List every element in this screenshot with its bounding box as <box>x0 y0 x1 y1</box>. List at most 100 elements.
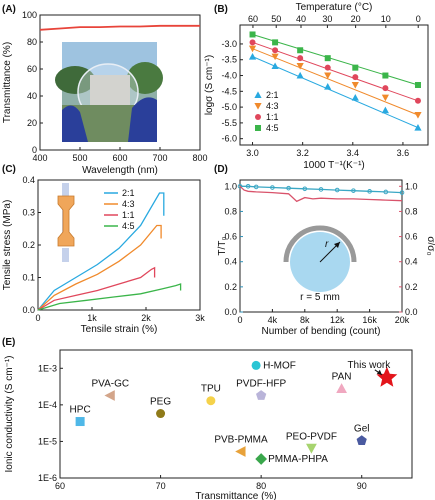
legend-marker <box>255 114 261 120</box>
series-1:1: 1:1 <box>249 39 421 122</box>
panel-b: (B) Temperature (°C) 60 50 40 30 20 10 0 3.0 3.2 3.… <box>204 2 429 171</box>
x-tick-label: 0 <box>35 313 40 323</box>
point-label: PVDF-HFP <box>236 379 286 390</box>
panel-letter-c: (C) <box>2 164 16 175</box>
x-axis-label: Transmittance (%) <box>195 491 276 500</box>
y-tick-label: 0.4 <box>22 175 35 185</box>
data-point <box>414 112 422 119</box>
point-peg: PEG <box>150 397 171 419</box>
inset-photo <box>55 42 163 142</box>
x-axis-label: Wavelength (nm) <box>82 165 158 176</box>
point-hpc: HPC <box>70 405 91 427</box>
data-point <box>156 409 166 419</box>
top-tick-label: 30 <box>322 14 332 24</box>
y-tick-label: 0.0 <box>224 307 237 317</box>
legend-label: 4:5 <box>266 123 279 133</box>
y-axis-label: T/T₀ <box>217 236 228 255</box>
panel-a: (A) 400 500 600 700 800 0 20 40 60 80 100 Wavelength… <box>2 4 208 176</box>
legend-label: 2:1 <box>122 188 135 198</box>
data-point <box>245 183 251 189</box>
top-tick-label: 0 <box>416 14 421 24</box>
top-tick-label: 50 <box>271 14 281 24</box>
curve-4:5 <box>37 283 182 311</box>
panel-e: (E) 60 70 80 90 1E-6 1E-5 1E-4 1E-3 Transmittance… <box>2 337 413 500</box>
y2-tick-label: 0.8 <box>405 206 418 216</box>
point-label: TPU <box>201 384 221 395</box>
x-tick-label: 3.4 <box>347 148 360 158</box>
data-point <box>302 186 308 192</box>
point-gel: Gel <box>354 424 369 445</box>
series-2:1: 2:1 <box>248 52 422 131</box>
point-peo-pvdf: PEO-PVDF <box>286 431 337 454</box>
y-tick-label: 0.3 <box>22 208 35 218</box>
panel-d: (D)0 4k 8k 12k 16k 20k0.00.20.40.60.81.00.00.… <box>214 164 435 337</box>
y-tick-label: 40 <box>27 91 37 101</box>
data-point <box>324 55 331 62</box>
arrow-head <box>376 369 382 375</box>
data-point <box>414 82 421 88</box>
legend-label: 4:5 <box>122 221 135 231</box>
radius-annotation: r = 5 mm <box>300 292 340 303</box>
data-point <box>382 85 389 92</box>
x-tick-label: 90 <box>357 481 367 491</box>
x-tick-label: 70 <box>156 481 166 491</box>
point-tpu: TPU <box>201 384 221 406</box>
y-tick-label: -3.0 <box>221 39 237 49</box>
curve-sigma/sigma0 <box>239 185 403 203</box>
data-point <box>306 443 317 454</box>
data-point <box>104 390 115 401</box>
top-tick-label: 60 <box>248 14 258 24</box>
point-label: PMMA-PHPA <box>268 454 328 465</box>
curve-2:1 <box>37 192 165 311</box>
photo-building <box>90 75 130 105</box>
data-point <box>271 53 279 61</box>
specimen-illustration <box>57 183 75 262</box>
legend-label: 1:1 <box>122 210 135 220</box>
fit-line <box>252 56 419 129</box>
y-tick-label: -5.0 <box>221 102 237 112</box>
y-tick-label: 1E-4 <box>38 400 57 410</box>
x-tick-label: 800 <box>192 153 207 163</box>
x-tick-label: 3.2 <box>296 148 309 158</box>
x-tick-label: 0 <box>237 315 242 325</box>
y-tick-label: 0 <box>32 145 37 155</box>
fit-line <box>252 33 419 86</box>
data-point <box>286 185 291 191</box>
photo-glove-left <box>62 105 88 142</box>
specimen <box>57 195 75 247</box>
plot-frame <box>239 24 429 146</box>
data-point <box>399 190 405 195</box>
x-tick-label: 600 <box>112 153 127 163</box>
x-tick-label: 12k <box>330 315 345 325</box>
data-point <box>235 446 246 457</box>
point-label: PEO-PVDF <box>286 431 337 442</box>
x-tick-label: 400 <box>32 153 47 163</box>
x-tick-label: 700 <box>152 153 167 163</box>
plot-frame <box>239 179 403 313</box>
x-tick-label: 20k <box>395 315 410 325</box>
panel-letter-d: (D) <box>214 164 228 175</box>
x-tick-label: 3k <box>195 313 205 323</box>
data-point <box>351 82 359 89</box>
x-tick-label: 8k <box>300 315 310 325</box>
data-point <box>383 189 389 195</box>
arrow-head <box>334 242 340 248</box>
data-point <box>352 64 359 71</box>
y-tick-label: 80 <box>27 37 37 47</box>
y-tick-label: 1.0 <box>224 181 237 191</box>
data-point <box>414 124 422 131</box>
x-tick-label: 80 <box>256 481 266 491</box>
data-point <box>414 97 421 104</box>
curve-1:1 <box>37 266 156 311</box>
point-label: H-MOF <box>263 360 296 371</box>
y-tick-label: 1E-6 <box>38 473 57 483</box>
y-axis-label: logσ (S cm⁻¹) <box>204 55 215 115</box>
data-point <box>324 82 332 90</box>
x-tick-label: 2k <box>141 313 151 323</box>
y-tick-label: 1E-5 <box>38 436 57 446</box>
data-point <box>237 183 243 189</box>
x-tick-label: 500 <box>72 153 87 163</box>
transmittance-line <box>39 24 200 31</box>
y-tick-label: -6.0 <box>221 134 237 144</box>
